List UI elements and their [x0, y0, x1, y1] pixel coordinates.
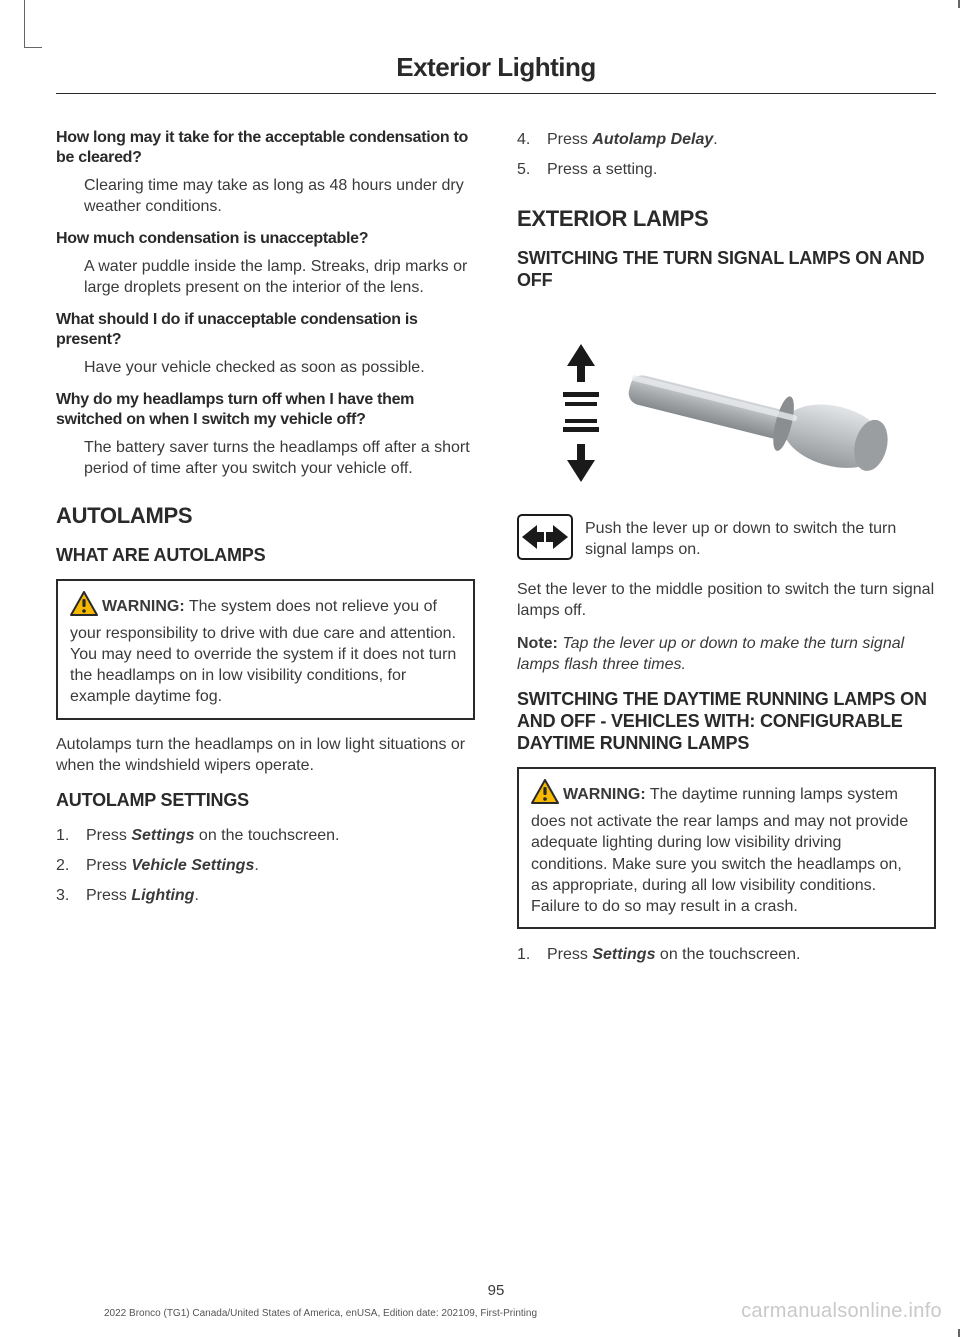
warning-triangle-icon	[70, 591, 98, 623]
faq-question: What should I do if unacceptable condens…	[56, 310, 475, 351]
indicator-icon-text: Push the lever up or down to switch the …	[585, 518, 936, 560]
paragraph: Autolamps turn the headlamps on in low l…	[56, 734, 475, 776]
turn-signal-lever-figure	[517, 304, 936, 504]
note-paragraph: Note: Tap the lever up or down to make t…	[517, 633, 936, 675]
chapter-title: Exterior Lighting	[56, 52, 936, 94]
step-item: Press Settings on the touchscreen.	[517, 943, 936, 967]
note-text: Tap the lever up or down to make the tur…	[517, 635, 904, 673]
left-column: How long may it take for the acceptable …	[56, 128, 475, 973]
two-column-layout: How long may it take for the acceptable …	[56, 128, 936, 973]
subsection-drl: SWITCHING THE DAYTIME RUNNING LAMPS ON A…	[517, 689, 936, 755]
warning-triangle-icon	[531, 779, 559, 811]
subsection-autolamp-settings: AUTOLAMP SETTINGS	[56, 790, 475, 812]
warning-label: WARNING:	[102, 598, 185, 615]
step-item: Press Vehicle Settings.	[56, 854, 475, 878]
faq-answer: Clearing time may take as long as 48 hou…	[84, 175, 475, 217]
warning-box: WARNING: The daytime running lamps syste…	[517, 767, 936, 929]
steps-list: Press Settings on the touchscreen.	[517, 943, 936, 967]
step-item: Press Lighting.	[56, 884, 475, 908]
section-heading-exterior-lamps: EXTERIOR LAMPS	[517, 206, 936, 232]
page-content: Exterior Lighting How long may it take f…	[56, 52, 936, 1297]
subsection-turn-signal: SWITCHING THE TURN SIGNAL LAMPS ON AND O…	[517, 248, 936, 292]
footer-edition-info: 2022 Bronco (TG1) Canada/United States o…	[104, 1308, 537, 1319]
faq-answer: A water puddle inside the lamp. Streaks,…	[84, 256, 475, 298]
faq-answer: The battery saver turns the headlamps of…	[84, 437, 475, 479]
subsection-what-are-autolamps: WHAT ARE AUTOLAMPS	[56, 545, 475, 567]
step-item: Press a setting.	[517, 158, 936, 182]
section-heading-autolamps: AUTOLAMPS	[56, 503, 475, 529]
indicator-icon-row: Push the lever up or down to switch the …	[517, 514, 936, 565]
faq-question: How long may it take for the acceptable …	[56, 128, 475, 169]
faq-question: How much condensation is unacceptable?	[56, 229, 475, 249]
steps-list: Press Settings on the touchscreen. Press…	[56, 824, 475, 908]
step-item: Press Autolamp Delay.	[517, 128, 936, 152]
faq-question: Why do my headlamps turn off when I have…	[56, 390, 475, 431]
left-right-arrow-icon	[517, 514, 573, 565]
page-number: 95	[56, 1282, 936, 1299]
steps-list-continued: Press Autolamp Delay. Press a setting.	[517, 128, 936, 182]
warning-box: WARNING: The system does not relieve you…	[56, 579, 475, 720]
right-column: Press Autolamp Delay. Press a setting. E…	[517, 128, 936, 973]
note-label: Note:	[517, 635, 558, 652]
step-item: Press Settings on the touchscreen.	[56, 824, 475, 848]
warning-text: The daytime running lamps system does no…	[531, 786, 908, 915]
watermark: carmanualsonline.info	[741, 1300, 942, 1323]
faq-answer: Have your vehicle checked as soon as pos…	[84, 357, 475, 378]
warning-label: WARNING:	[563, 786, 646, 803]
paragraph: Set the lever to the middle position to …	[517, 579, 936, 621]
